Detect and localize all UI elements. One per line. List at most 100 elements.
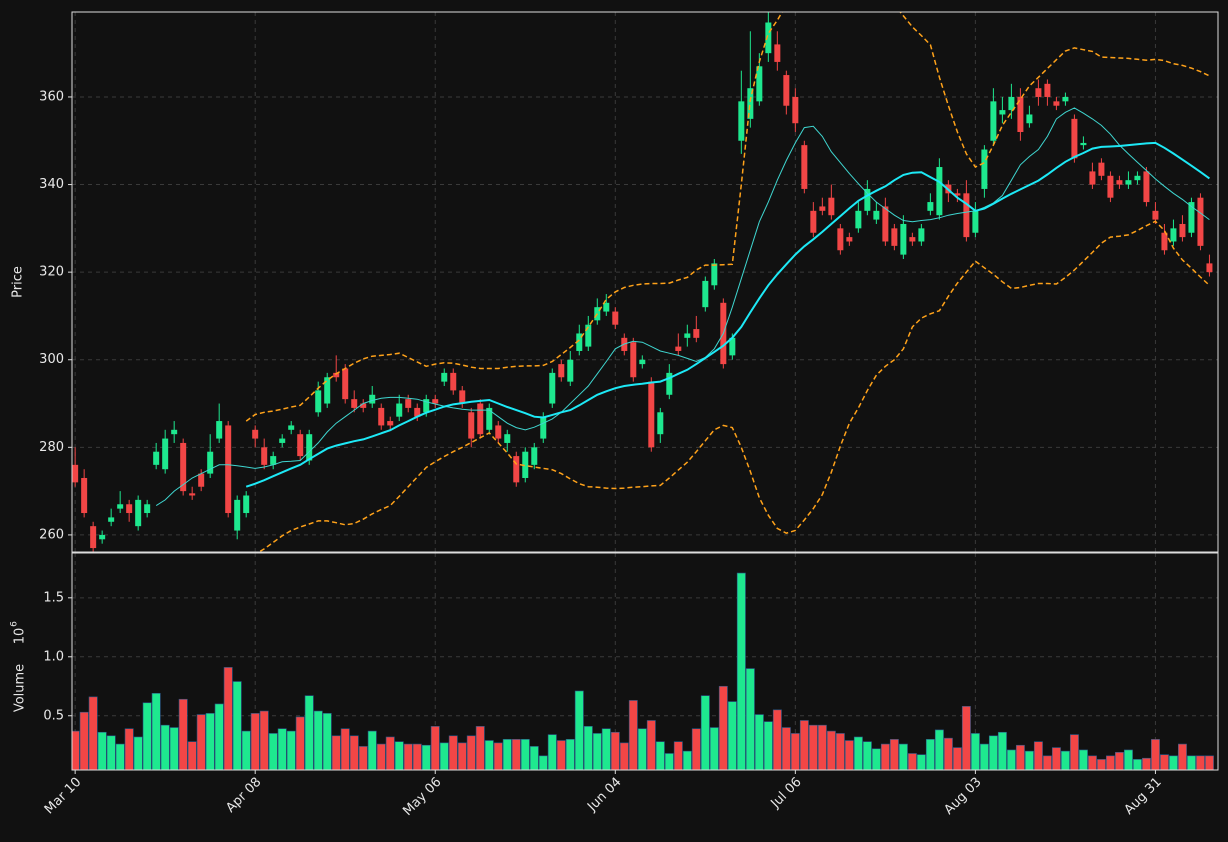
- candle-body: [972, 210, 979, 233]
- candle-body: [918, 228, 925, 242]
- candle-body: [405, 399, 412, 408]
- volume-bar: [313, 710, 323, 770]
- candle-body: [459, 390, 466, 404]
- volume-bar: [277, 728, 287, 770]
- candle-body: [261, 447, 268, 465]
- candle-body: [1017, 96, 1024, 132]
- volume-bar: [412, 743, 422, 770]
- candle-body: [423, 399, 430, 413]
- volume-bar: [709, 727, 719, 770]
- candle-body: [666, 372, 673, 395]
- candle-body: [216, 421, 223, 439]
- volume-bar: [736, 572, 746, 770]
- volume-bar: [1150, 739, 1160, 770]
- volume-bar: [1187, 755, 1196, 770]
- volume-bar: [628, 700, 638, 770]
- volume-bar: [1078, 749, 1088, 770]
- y-tick-label: 280: [39, 440, 64, 455]
- volume-bar: [1033, 741, 1043, 770]
- candle-body: [288, 425, 295, 430]
- volume-bar: [1123, 749, 1133, 770]
- volume-bar: [106, 735, 116, 770]
- candle-body: [378, 407, 385, 426]
- candle-body: [801, 145, 808, 189]
- volume-bar: [565, 739, 575, 770]
- volume-bar: [430, 726, 440, 770]
- volume-bar: [439, 742, 449, 770]
- volume-bar: [403, 743, 413, 770]
- candle-body: [576, 333, 583, 351]
- volume-bar: [385, 736, 395, 770]
- volume-bar: [1141, 757, 1151, 770]
- candle-body: [468, 412, 475, 439]
- candle-body: [711, 263, 718, 286]
- candle-body: [999, 110, 1006, 115]
- candle-body: [477, 403, 484, 435]
- volume-bar: [1096, 759, 1106, 770]
- volume-bar: [574, 690, 584, 770]
- volume-bar: [340, 728, 350, 770]
- volume-bar: [376, 743, 386, 770]
- candle-body: [1035, 88, 1042, 97]
- candle-body: [864, 188, 871, 211]
- volume-bar: [727, 701, 737, 770]
- volume-bar: [1051, 747, 1061, 770]
- candle-body: [657, 412, 664, 435]
- candle-body: [774, 44, 781, 62]
- candle-body: [1134, 175, 1141, 181]
- candle-body: [630, 342, 637, 378]
- volume-bar: [907, 753, 917, 770]
- volume-bar: [349, 735, 359, 770]
- volume-bar: [529, 746, 539, 770]
- volume-bar: [781, 727, 791, 770]
- y-axis-scale-exponent: 6: [10, 621, 20, 627]
- volume-bar: [1159, 754, 1169, 770]
- volume-bar: [772, 709, 782, 770]
- candle-body: [954, 193, 961, 196]
- indicator-line: [155, 107, 1210, 507]
- volume-bar: [466, 735, 476, 770]
- volume-bar: [718, 685, 728, 770]
- volume-bar: [619, 742, 629, 770]
- volume-bar: [1006, 749, 1016, 770]
- candle-body: [1125, 180, 1132, 185]
- indicator-line: [257, 220, 1210, 552]
- volume-bar: [673, 741, 683, 770]
- candle-body: [297, 434, 304, 457]
- volume-bar: [322, 713, 332, 770]
- candle-body: [162, 438, 169, 470]
- candle-body: [558, 364, 565, 378]
- candle-body: [1179, 223, 1186, 238]
- candle-body: [387, 421, 394, 426]
- candle-body: [756, 66, 763, 102]
- volume-bar: [358, 746, 368, 770]
- volume-bar: [601, 728, 611, 770]
- candle-body: [693, 329, 700, 338]
- volume-bar: [988, 735, 998, 770]
- volume-bar: [394, 741, 404, 770]
- candle-body: [639, 359, 646, 365]
- candle-body: [441, 372, 448, 382]
- candle-body: [702, 280, 709, 308]
- y-tick-label: 320: [39, 265, 64, 280]
- volume-bar: [898, 743, 908, 770]
- candle-body: [315, 390, 322, 413]
- volume-bar: [493, 742, 503, 770]
- volume-bar: [763, 721, 773, 770]
- candle-body: [81, 477, 88, 514]
- candle-body: [936, 167, 943, 216]
- volume-bar: [1177, 743, 1187, 770]
- volume-bar: [160, 724, 170, 770]
- candle-body: [855, 210, 862, 229]
- candle-body: [1170, 228, 1177, 242]
- candle-body: [837, 228, 844, 251]
- volume-bar: [880, 743, 890, 770]
- candle-body: [504, 434, 511, 443]
- volume-bar: [295, 716, 305, 770]
- volume-bar: [1196, 755, 1205, 770]
- candle-body: [486, 407, 493, 430]
- indicator-line: [245, 141, 1210, 488]
- volume-bar: [934, 729, 944, 770]
- volume-bar: [997, 731, 1007, 770]
